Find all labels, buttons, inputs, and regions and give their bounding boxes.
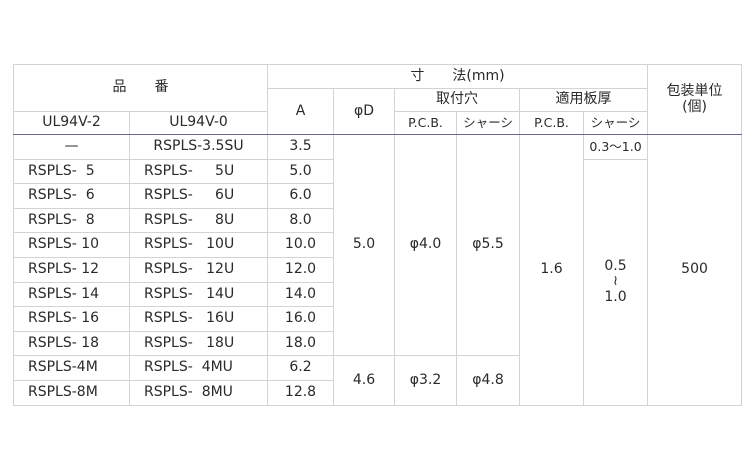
- cell-a: 10.0: [267, 232, 334, 258]
- cell-thick-pcb: 1.6: [519, 134, 584, 406]
- cell-phi-d: 5.0: [333, 133, 395, 357]
- header-thick-pcb: P.C.B.: [519, 111, 584, 135]
- table-row: RSPLS- 8 RSPLS- 8U 8.0: [13, 207, 742, 234]
- table-row: RSPLS- 12 RSPLS- 12U 12.0: [13, 256, 742, 283]
- cell-ul94v0: RSPLS- 8U: [129, 207, 268, 234]
- cell-ul94v2: RSPLS- 8: [13, 207, 130, 234]
- cell-a: 12.0: [267, 256, 334, 283]
- cell-phi-d: 4.6: [333, 355, 395, 406]
- spec-table: 品 番 寸 法(mm) 包装単位 (個) A φD 取付穴 適用板厚 UL94V-…: [13, 64, 743, 406]
- cell-ul94v2: —: [13, 134, 130, 160]
- cell-ul94v2: RSPLS- 18: [13, 330, 130, 357]
- cell-ul94v0: RSPLS- 8MU: [129, 379, 268, 406]
- cell-a: 12.8: [267, 379, 334, 406]
- cell-thick-chassis: 0.3〜1.0: [582, 134, 649, 160]
- cell-ul94v0: RSPLS- 6U: [129, 183, 268, 209]
- cell-ul94v2: RSPLS- 10: [13, 232, 130, 258]
- cell-ul94v0: RSPLS- 10U: [129, 232, 268, 258]
- header-phi-d: φD: [333, 88, 395, 135]
- cell-a: 5.0: [267, 158, 334, 185]
- table-row: RSPLS-8M RSPLS- 8MU 12.8: [13, 379, 742, 406]
- table-row: RSPLS- 16 RSPLS- 16U 16.0: [13, 306, 742, 332]
- header-hole-pcb: P.C.B.: [394, 111, 457, 135]
- cell-ul94v2: RSPLS- 6: [13, 183, 130, 209]
- header-dimensions: 寸 法(mm): [266, 64, 649, 89]
- header-ul94v2: UL94V-2: [13, 111, 130, 135]
- cell-a: 3.5: [267, 134, 334, 160]
- cell-ul94v2: RSPLS- 16: [13, 306, 130, 332]
- cell-ul94v0: RSPLS- 12U: [129, 256, 268, 283]
- header-hole-chassis: シャーシ: [456, 111, 520, 135]
- cell-hole-chassis: φ4.8: [456, 355, 520, 406]
- cell-a: 14.0: [267, 281, 334, 308]
- cell-ul94v2: RSPLS-4M: [13, 355, 130, 381]
- cell-hole-chassis: φ5.5: [456, 133, 520, 357]
- cell-a: 6.2: [267, 355, 334, 381]
- table-row: — RSPLS-3.5SU 3.5 5.0 φ4.0 φ5.5 1.6 0.3〜1.0 500: [13, 133, 743, 406]
- cell-ul94v2: RSPLS- 5: [13, 158, 130, 185]
- cell-a: 6.0: [267, 183, 334, 209]
- header-applicable-thickness: 適用板厚: [518, 88, 649, 112]
- cell-ul94v2: RSPLS-8M: [13, 379, 130, 406]
- cell-ul94v0: RSPLS- 14U: [129, 281, 268, 308]
- cell-ul94v0: RSPLS- 4MU: [129, 355, 268, 381]
- table-row: RSPLS-4M RSPLS- 4MU 6.2 4.6 φ3.2 φ4.8: [13, 355, 742, 406]
- header-package-unit: 包装単位 (個): [647, 64, 743, 135]
- cell-hole-pcb: φ4.0: [394, 133, 457, 357]
- cell-ul94v0: RSPLS- 18U: [129, 330, 268, 357]
- header-mounting-hole: 取付穴: [394, 88, 520, 112]
- cell-package: 500: [647, 134, 743, 406]
- cell-ul94v2: RSPLS- 12: [13, 256, 130, 283]
- header-part-number: 品 番: [13, 64, 268, 112]
- cell-a: 18.0: [267, 330, 334, 357]
- header-a: A: [267, 88, 334, 135]
- cell-a: 8.0: [267, 207, 334, 234]
- cell-ul94v0: RSPLS-3.5SU: [129, 134, 268, 160]
- cell-thick-chassis: 0.5 ≀ 1.0: [582, 158, 649, 406]
- header-thick-chassis: シャーシ: [582, 111, 649, 135]
- cell-ul94v0: RSPLS- 16U: [129, 306, 268, 332]
- cell-a: 16.0: [267, 306, 334, 332]
- cell-ul94v2: RSPLS- 14: [13, 281, 130, 308]
- header-ul94v0: UL94V-0: [129, 111, 268, 135]
- table-row: RSPLS- 5 RSPLS- 5U 5.0 0.5 ≀ 1.0: [13, 158, 742, 406]
- cell-ul94v0: RSPLS- 5U: [129, 158, 268, 185]
- table-row: RSPLS- 18 RSPLS- 18U 18.0: [13, 330, 742, 357]
- cell-hole-pcb: φ3.2: [394, 355, 457, 406]
